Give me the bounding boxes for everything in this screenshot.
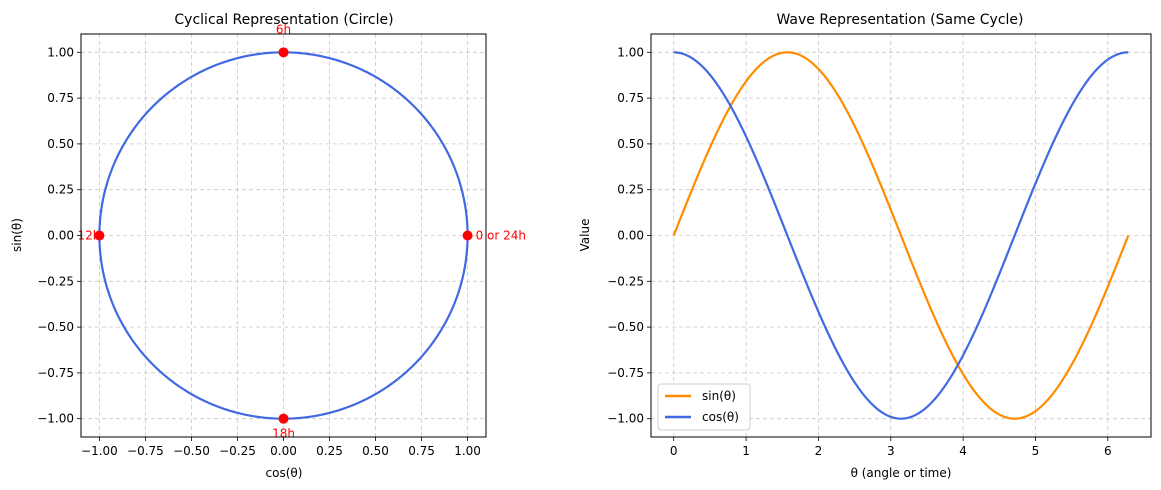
circle-chart-ytick-label: 0.25 xyxy=(47,183,74,197)
circle-chart-ytick-label: 0.50 xyxy=(47,137,74,151)
hour-marker-label: 6h xyxy=(276,22,291,36)
circle-chart-grid xyxy=(81,34,486,437)
hour-marker-label: 12h xyxy=(78,229,101,243)
wave-chart-ytick-label: 1.00 xyxy=(617,45,644,59)
wave-chart-ytick-label: 0.00 xyxy=(617,229,644,243)
hour-marker-point xyxy=(278,413,289,424)
wave-chart-xtick-label: 4 xyxy=(959,444,967,458)
circle-chart-ticks: −1.00 −0.75 −0.50 −0.25 0.00 0.25 0.50 0.75 1.00… xyxy=(37,45,481,458)
wave-chart-xtick-label: 5 xyxy=(1032,444,1040,458)
hour-marker-label: 0 or 24h xyxy=(476,229,526,243)
wave-chart-xtick-label: 0 xyxy=(670,444,678,458)
legend-label-cos: cos(θ) xyxy=(702,410,739,424)
wave-chart-ytick-label: −0.25 xyxy=(607,274,644,288)
wave-chart-ytick-label: −0.50 xyxy=(607,320,644,334)
wave-chart-ytick-label: 0.50 xyxy=(617,137,644,151)
wave-chart-plot xyxy=(672,51,1130,420)
circle-chart-xtick-label: −0.75 xyxy=(127,444,164,458)
sin-series-line xyxy=(672,51,1130,420)
circle-chart-title: Cyclical Representation (Circle) xyxy=(174,12,393,28)
hour-marker-point xyxy=(278,47,289,58)
circle-chart-xlabel: cos(θ) xyxy=(266,466,303,480)
wave-chart-ytick-label: −1.00 xyxy=(607,412,644,426)
circle-chart-ytick-label: −1.00 xyxy=(37,412,74,426)
wave-chart-xlabel: θ (angle or time) xyxy=(851,466,952,480)
circle-chart-xtick-label: 0.50 xyxy=(362,444,389,458)
circle-chart-ytick-label: 0.00 xyxy=(47,229,74,243)
circle-chart-ytick-label: 1.00 xyxy=(47,45,74,59)
circle-chart-xtick-label: −1.00 xyxy=(81,444,118,458)
circle-chart-ytick-label: −0.75 xyxy=(37,366,74,380)
circle-chart: Cyclical Representation (Circle) 0 or 24… xyxy=(10,12,526,480)
wave-chart-legend: sin(θ) cos(θ) xyxy=(657,383,751,431)
circle-chart-xtick-label: 1.00 xyxy=(454,444,481,458)
circle-chart-xtick-label: −0.25 xyxy=(219,444,256,458)
circle-chart-xtick-label: 0.75 xyxy=(408,444,435,458)
wave-chart-ylabel: Value xyxy=(578,219,592,252)
cos-series-line xyxy=(673,51,1129,420)
circle-chart-ytick-label: 0.75 xyxy=(47,91,74,105)
wave-chart-ytick-label: −0.75 xyxy=(607,366,644,380)
circle-chart-ylabel: sin(θ) xyxy=(10,218,24,252)
circle-chart-xtick-label: −0.50 xyxy=(173,444,210,458)
hour-marker-point xyxy=(94,230,105,241)
wave-chart-xtick-label: 2 xyxy=(815,444,823,458)
wave-chart-ytick-label: 0.25 xyxy=(617,183,644,197)
wave-chart-xtick-label: 1 xyxy=(742,444,750,458)
circle-chart-ytick-label: −0.25 xyxy=(37,274,74,288)
hour-marker-point xyxy=(462,230,473,241)
wave-chart-ytick-label: 0.75 xyxy=(617,91,644,105)
wave-chart: Wave Representation (Same Cycle) 0 1 2 3 4 5 6… xyxy=(578,12,1152,480)
circle-chart-xtick-label: 0.00 xyxy=(270,444,297,458)
circle-chart-xtick-label: 0.25 xyxy=(316,444,343,458)
wave-chart-xtick-label: 3 xyxy=(887,444,895,458)
legend-label-sin: sin(θ) xyxy=(702,389,736,403)
circle-chart-ytick-label: −0.50 xyxy=(37,320,74,334)
wave-chart-xtick-label: 6 xyxy=(1104,444,1112,458)
wave-chart-title: Wave Representation (Same Cycle) xyxy=(776,12,1023,28)
wave-chart-ticks: 0 1 2 3 4 5 6 −1.00 −0.75 −0.50 −0.25 0.00 0.25 0.50 0… xyxy=(607,45,1111,458)
